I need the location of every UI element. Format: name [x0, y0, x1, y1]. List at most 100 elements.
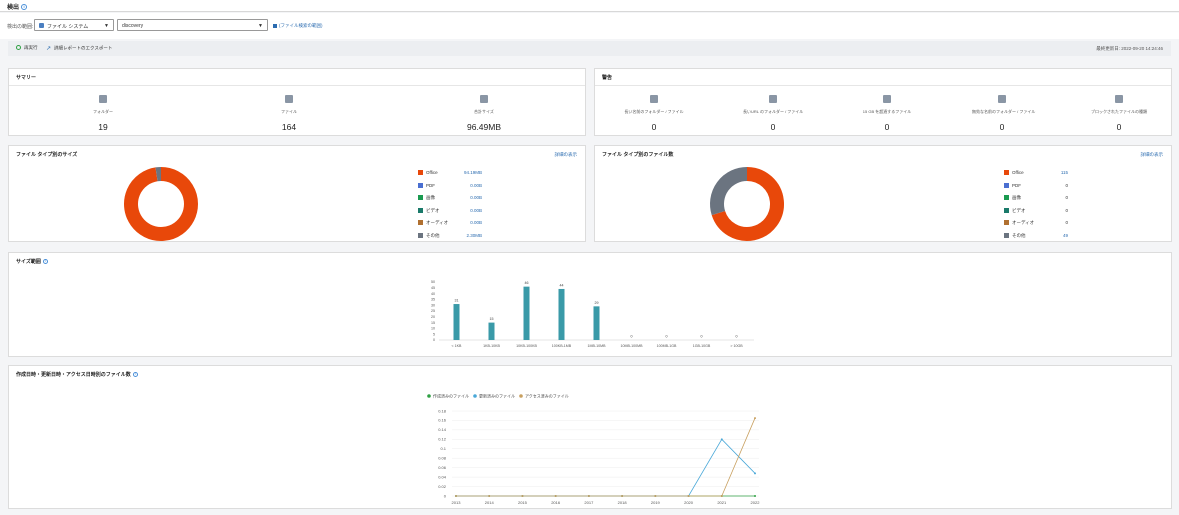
bar-data-label: 0 [701, 335, 703, 339]
x-tick-label: 2016 [551, 500, 561, 505]
legend-marker [473, 394, 477, 398]
stat-value: 0 [1116, 122, 1122, 132]
data-point[interactable] [754, 495, 756, 497]
stat-label: ブロックされたファイルの種類 [1091, 109, 1147, 114]
data-point[interactable] [754, 417, 756, 420]
donut-slice-Office[interactable] [711, 167, 784, 241]
bar[interactable] [488, 322, 495, 340]
legend-value[interactable]: 0.00B [470, 207, 482, 213]
y-tick-label: 0.04 [438, 474, 447, 479]
data-point[interactable] [720, 495, 723, 497]
rerun-button[interactable]: 再実行 [16, 45, 38, 51]
legend-value[interactable]: 115 [1060, 170, 1068, 175]
stat-files: ファイル 164 [259, 95, 319, 132]
data-point[interactable] [488, 495, 491, 497]
stat-total-size: 合計サイズ 96.49MB [454, 95, 514, 132]
series-line[interactable] [456, 417, 756, 497]
data-point[interactable] [754, 472, 756, 475]
stat-invalid-names: 無効な名前のフォルダー / ファイル 0 [972, 95, 1036, 132]
data-point[interactable] [654, 495, 657, 497]
bar[interactable] [593, 306, 600, 340]
donut-slice-その他[interactable] [710, 167, 748, 216]
legend-label: PDF [426, 182, 435, 188]
legend-swatch [1004, 232, 1009, 238]
data-point[interactable] [554, 495, 557, 497]
path-select[interactable]: discovery ▼ [117, 19, 268, 31]
x-tick-label: 100KB-1MB [552, 344, 572, 348]
summary-card: サマリー フォルダー 19 ファイル 164 合計サイズ 96.49MB [8, 68, 586, 136]
legend-item: オーディオ 0 [1004, 220, 1074, 228]
source-type-select[interactable]: ファイル システム ▼ [34, 19, 114, 31]
data-point[interactable] [687, 495, 690, 497]
file-scope-link[interactable]: (ファイル検索の範囲) [273, 23, 323, 29]
legend-label: 画像 [1012, 195, 1021, 200]
legend-label[interactable]: 更新済みのファイル [479, 393, 515, 399]
legend-value[interactable]: 0.00B [470, 220, 482, 225]
legend-label[interactable]: アクセス済みのファイル [525, 393, 569, 399]
y-tick-label: 25 [431, 309, 435, 313]
file-scope-link-text: (ファイル検索の範囲) [279, 23, 323, 28]
legend-label: 画像 [426, 195, 435, 200]
dates-title: 作成日時・更新日時・アクセス日時別のファイル数 i [16, 371, 138, 378]
x-tick-label: 2018 [618, 500, 628, 505]
y-tick-label: 0.06 [438, 465, 447, 470]
stat-value: 0 [770, 122, 776, 132]
donut-slice-Office[interactable] [124, 167, 198, 241]
bar[interactable] [453, 304, 460, 340]
stat-folders: フォルダー 19 [73, 95, 133, 132]
x-tick-label: 10MB-100MB [621, 344, 644, 348]
stat-label: 無効な名前のフォルダー / ファイル [972, 109, 1036, 114]
stat-label: 長い名前のフォルダー / ファイル [624, 109, 684, 114]
legend-item: オーディオ 0.00B [418, 220, 488, 228]
size-range-card: サイズ範囲 i 0 5 10 15 20 25 30 35 40 45 50 31 < 1KB 15 1KB-… [8, 252, 1172, 357]
info-icon[interactable]: i [132, 372, 138, 378]
size-details-link[interactable]: 詳細の表示 [554, 152, 578, 157]
y-tick-label: 0 [444, 493, 447, 498]
data-point[interactable] [621, 495, 624, 497]
legend-value[interactable]: 2.30MB [466, 232, 482, 238]
legend-swatch [1004, 182, 1009, 188]
legend-value[interactable]: 94.19MB [463, 170, 482, 175]
data-point[interactable] [720, 438, 723, 441]
y-tick-label: 0.08 [438, 456, 447, 461]
chevron-down-icon: ▼ [258, 23, 263, 29]
y-tick-label: 30 [431, 303, 435, 307]
x-tick-label: 10KB-100KB [516, 344, 537, 348]
stat-label: 合計サイズ [474, 109, 494, 114]
legend-swatch [1004, 207, 1009, 213]
legend-label: その他 [1012, 232, 1026, 238]
info-icon[interactable]: i [42, 259, 48, 265]
stat-value: 96.49MB [466, 122, 502, 132]
legend-value[interactable]: 49 [1062, 232, 1068, 238]
info-icon[interactable]: i [21, 4, 28, 11]
count-details-link[interactable]: 詳細の表示 [1140, 152, 1164, 157]
chevron-down-icon: ▼ [104, 23, 109, 29]
export-arrow-icon: ↗ [46, 46, 52, 52]
y-tick-label: 35 [431, 298, 435, 302]
stat-value: 0 [651, 122, 657, 132]
legend-value[interactable]: 0.00B [470, 195, 482, 200]
bar[interactable] [523, 286, 530, 340]
legend-value[interactable]: 0.00B [470, 182, 482, 188]
data-point[interactable] [587, 495, 590, 497]
legend-item: Office 115 [1004, 170, 1074, 178]
legend-item: その他 49 [1004, 232, 1074, 241]
y-tick-label: 0.16 [438, 418, 447, 423]
warnings-card: 警告 長い名前のフォルダー / ファイル 0 長いURL のフォルダー / ファ… [594, 68, 1172, 136]
x-tick-label: 1KB-10KB [483, 344, 500, 348]
legend-label[interactable]: 作成済みのファイル [433, 393, 469, 399]
stat-label: フォルダー [93, 109, 113, 114]
legend-label: ビデオ [426, 207, 440, 213]
stat-label: ファイル [281, 109, 297, 114]
stat-label: 長いURL のフォルダー / ファイル [743, 109, 804, 114]
x-tick-label: 2022 [751, 500, 761, 505]
legend-swatch [1004, 220, 1009, 225]
data-point[interactable] [455, 495, 457, 497]
export-report-button[interactable]: ↗ 詳細レポートのエクスポート [46, 45, 112, 52]
data-point[interactable] [521, 495, 524, 497]
y-tick-label: 50 [431, 280, 435, 284]
y-tick-label: 0.14 [438, 427, 447, 432]
stat-blocked-types: ブロックされたファイルの種類 0 [1089, 95, 1149, 132]
bar[interactable] [558, 288, 565, 340]
legend-item: PDF 0 [1004, 182, 1074, 191]
